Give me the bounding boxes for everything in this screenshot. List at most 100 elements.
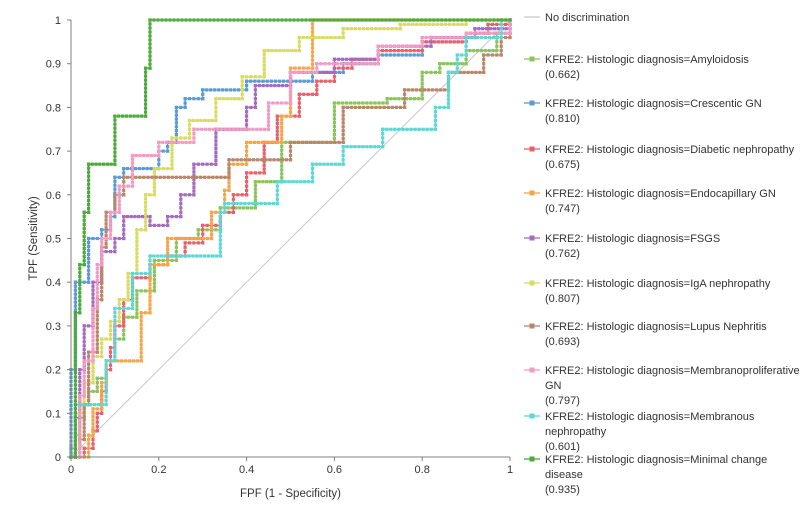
data-point — [74, 351, 77, 354]
data-point — [135, 268, 138, 271]
legend-swatch-marker — [530, 457, 535, 462]
data-point — [342, 27, 345, 30]
data-point — [447, 71, 450, 74]
data-point — [334, 163, 337, 166]
data-point — [297, 141, 300, 144]
data-point — [338, 36, 341, 39]
data-point — [148, 30, 151, 33]
data-point — [127, 279, 130, 282]
data-point — [87, 363, 90, 366]
data-point — [162, 167, 165, 170]
data-point — [78, 311, 81, 314]
data-point — [118, 211, 121, 214]
data-point — [441, 36, 444, 39]
legend-label: (0.747) — [545, 203, 580, 215]
data-point — [165, 141, 168, 144]
data-point — [389, 97, 392, 100]
data-point — [153, 186, 156, 189]
data-point — [122, 219, 125, 222]
data-point — [219, 231, 222, 234]
data-point — [213, 88, 216, 91]
data-point — [188, 97, 191, 100]
data-point — [245, 193, 248, 196]
data-point — [261, 141, 264, 144]
data-point — [436, 23, 439, 26]
data-point — [175, 176, 178, 179]
data-point — [337, 58, 340, 61]
data-point — [110, 163, 113, 166]
data-point — [148, 67, 151, 70]
legend-swatch-marker — [530, 414, 535, 419]
data-point — [421, 71, 424, 74]
data-point — [148, 263, 151, 266]
legend-label: (0.810) — [545, 113, 580, 125]
data-point — [144, 213, 147, 216]
legend-swatch-marker — [530, 101, 535, 106]
data-point — [113, 143, 116, 146]
data-point — [438, 106, 441, 109]
data-point — [460, 23, 463, 26]
data-point — [153, 167, 156, 170]
data-point — [255, 128, 258, 131]
data-point — [268, 202, 271, 205]
x-tick-label: 0.8 — [415, 464, 430, 476]
data-point — [263, 49, 266, 52]
legend-swatch-marker — [530, 324, 535, 329]
data-point — [83, 239, 86, 242]
data-point — [96, 279, 99, 282]
legend-swatch-marker — [530, 191, 535, 196]
data-point — [369, 62, 372, 65]
data-point — [289, 94, 292, 97]
data-point — [484, 36, 487, 39]
data-point — [148, 224, 151, 227]
data-point — [254, 199, 257, 202]
data-point — [333, 121, 336, 124]
data-point — [353, 145, 356, 148]
data-point — [276, 130, 279, 133]
data-point — [140, 319, 143, 322]
data-point — [74, 431, 77, 434]
data-point — [320, 18, 323, 21]
data-point — [78, 411, 81, 414]
data-point — [381, 101, 384, 104]
data-point — [245, 185, 248, 188]
data-point — [495, 23, 498, 26]
data-point — [412, 18, 415, 21]
data-point — [409, 45, 412, 48]
data-point — [135, 236, 138, 239]
data-point — [83, 387, 86, 390]
data-point — [100, 377, 103, 380]
data-point — [163, 176, 166, 179]
data-point — [170, 144, 173, 147]
data-point — [100, 256, 103, 259]
data-point — [105, 215, 108, 218]
data-point — [83, 419, 86, 422]
data-point — [212, 128, 215, 131]
data-point — [167, 176, 170, 179]
data-point — [286, 49, 289, 52]
data-point — [96, 425, 99, 428]
data-point — [317, 141, 320, 144]
data-point — [91, 301, 94, 304]
data-point — [251, 128, 254, 131]
data-point — [78, 443, 81, 446]
data-point — [311, 22, 314, 25]
data-point — [480, 49, 483, 52]
data-point — [465, 58, 468, 61]
data-point — [409, 97, 412, 100]
data-point — [342, 154, 345, 157]
data-point — [225, 88, 228, 91]
data-point — [184, 101, 187, 104]
data-point — [198, 237, 201, 240]
data-point — [342, 133, 345, 136]
data-point — [204, 18, 207, 21]
data-point — [216, 128, 219, 131]
data-point — [74, 339, 77, 342]
data-point — [227, 185, 230, 188]
y-tick-label: 0.7 — [46, 146, 61, 158]
data-point — [267, 116, 270, 119]
data-point — [508, 32, 511, 35]
data-point — [105, 403, 108, 406]
data-point — [204, 128, 207, 131]
data-point — [425, 71, 428, 74]
